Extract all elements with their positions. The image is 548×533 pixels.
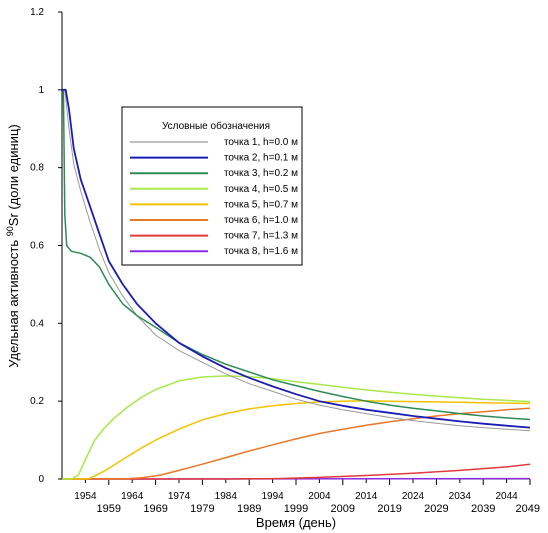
x-tick-label-major: 2009 [331, 503, 355, 515]
x-tick-label-major: 2019 [377, 503, 401, 515]
legend-box [121, 106, 303, 266]
legend-label-point-2: точка 2, h=0.1 м [224, 153, 298, 164]
x-tick-label-minor: 1964 [121, 491, 144, 502]
legend-label-point-5: точка 5, h=0.7 м [224, 199, 298, 210]
y-axis-title-superscript: 90 [5, 226, 15, 236]
legend-label-point-4: точка 4, h=0.5 м [224, 184, 298, 195]
x-tick-label-minor: 1954 [74, 491, 97, 502]
x-tick-label-minor: 2004 [308, 491, 331, 502]
series-layer [61, 88, 531, 480]
series-line-point-4 [62, 375, 531, 480]
series-line-point-2 [62, 88, 531, 429]
x-tick-label-major: 1959 [97, 503, 121, 515]
x-axis-ticks: 1954 1964 1974 1984 1994 2004 2014 2024 2034 2044… [74, 479, 540, 515]
x-tick-label-minor: 2044 [495, 491, 518, 502]
x-tick-label-major: 1969 [143, 503, 167, 515]
y-tick-label: 0.6 [30, 241, 44, 252]
x-tick-label-major: 1979 [190, 503, 214, 515]
x-tick-label-major: 1999 [284, 503, 308, 515]
y-axis-title: Удельная активность 90Sr (доли единиц) [5, 124, 21, 367]
series-line-point-7 [62, 463, 531, 480]
y-axis-title-prefix: Удельная активность [6, 236, 21, 367]
x-tick-label-minor: 1984 [215, 491, 238, 502]
y-tick-label: 0.4 [30, 318, 44, 329]
legend-title: Условные обозначения [162, 120, 270, 132]
x-tick-label-major: 2049 [516, 503, 540, 515]
legend-label-point-8: точка 8, h=1.6 м [224, 246, 298, 257]
series-line-point-3 [62, 89, 531, 421]
x-tick-label-minor: 1974 [168, 491, 191, 502]
y-tick-label: 1 [38, 85, 44, 96]
legend-entries: точка 1, h=0.0 м точка 2, h=0.1 м точка 3,… [130, 137, 298, 257]
y-tick-label: 1.2 [30, 7, 44, 18]
y-tick-label: 0 [38, 474, 44, 485]
legend: Условные обозначения точка 1, h=0.0 мточ… [121, 106, 303, 266]
x-tick-label-major: 2029 [424, 503, 448, 515]
x-tick-label-minor: 1994 [261, 491, 284, 502]
x-axis-title: Время (день) [256, 515, 336, 530]
y-axis-title-suffix: Sr (доли единиц) [6, 124, 21, 226]
y-tick-label: 0.2 [30, 396, 44, 407]
x-tick-label-minor: 2034 [449, 491, 472, 502]
x-tick-label-major: 2039 [471, 503, 495, 515]
x-tick-label-minor: 2024 [402, 491, 425, 502]
legend-label-point-3: точка 3, h=0.2 м [224, 168, 298, 179]
legend-label-point-6: точка 6, h=1.0 м [224, 215, 298, 226]
y-axis-ticks: 0 0.2 0.4 0.6 0.8 1 1.2 [30, 7, 62, 485]
legend-label-point-7: точка 7, h=1.3 м [224, 231, 298, 242]
legend-label-point-1: точка 1, h=0.0 м [224, 137, 298, 148]
series-line-point-5 [62, 400, 531, 480]
series-line-point-6 [62, 407, 531, 480]
series-line-point-1 [62, 89, 531, 432]
x-tick-label-minor: 2014 [355, 491, 378, 502]
y-tick-label: 0.8 [30, 163, 44, 174]
x-tick-label-major: 1989 [237, 503, 261, 515]
